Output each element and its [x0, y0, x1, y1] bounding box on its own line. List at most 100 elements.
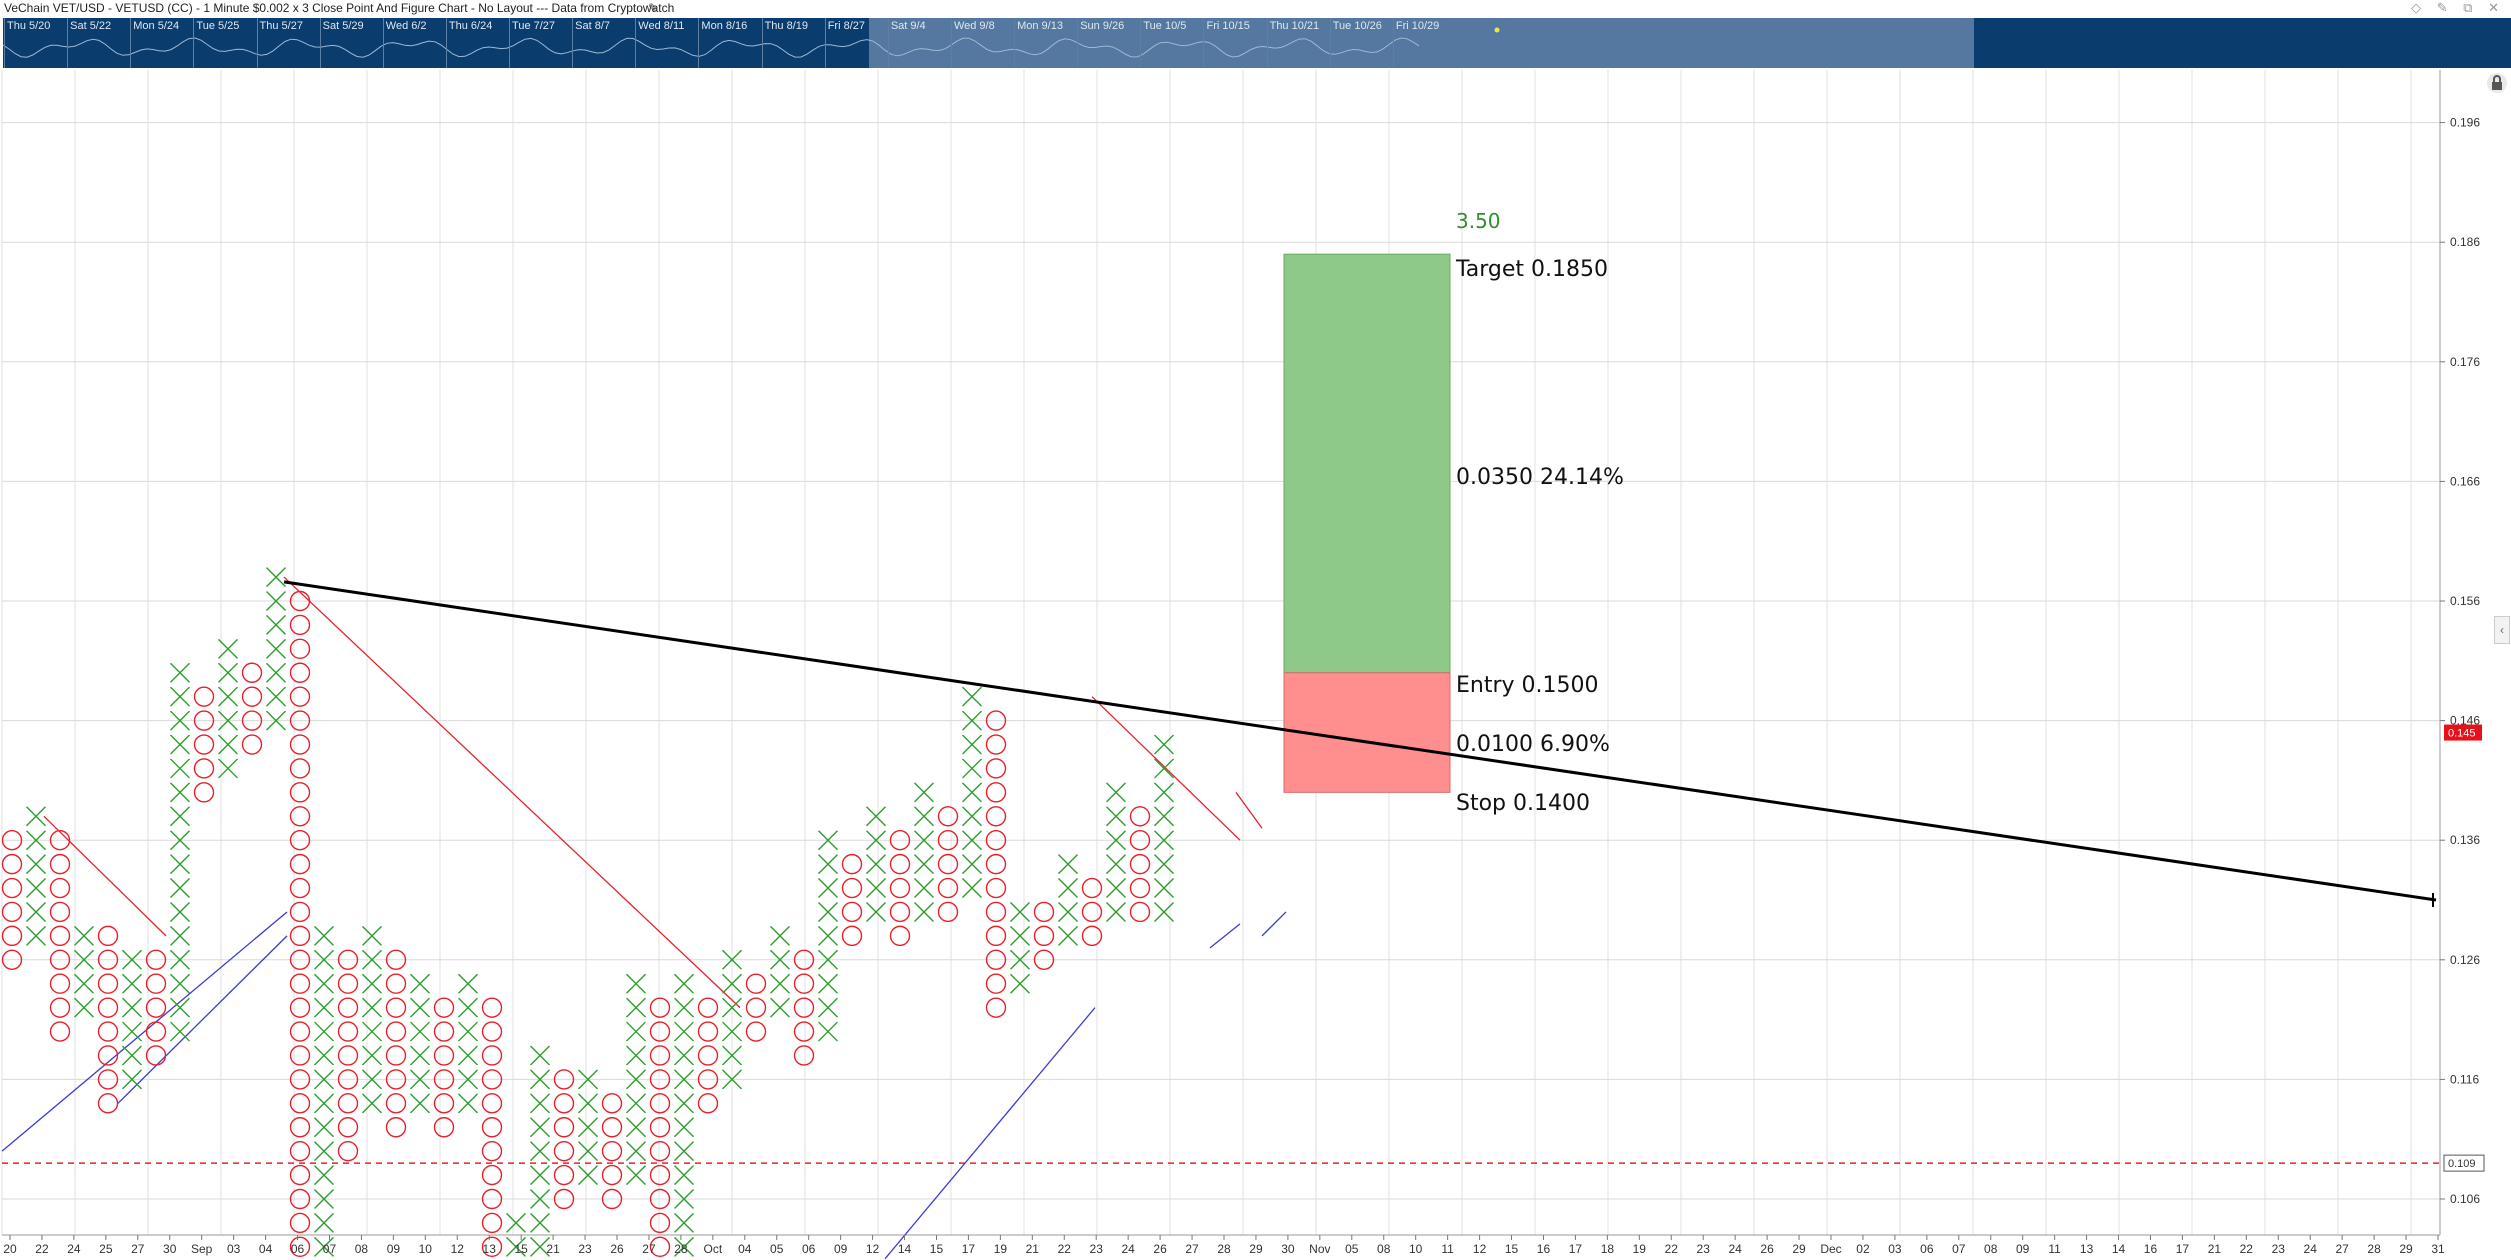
x-tick-label: 11: [2048, 1242, 2061, 1256]
x-mark: [962, 758, 982, 779]
navigator-separator: [319, 18, 321, 68]
x-tick-label: 06: [1920, 1242, 1934, 1256]
o-mark: [145, 1045, 167, 1066]
o-mark: [289, 1069, 311, 1090]
o-mark: [145, 973, 167, 994]
x-mark: [1106, 854, 1126, 875]
o-mark: [481, 1045, 503, 1066]
x-tick-label: 17: [2176, 1242, 2190, 1256]
x-mark: [170, 710, 190, 731]
x-column: [770, 925, 790, 1018]
x-tick-label: 20: [3, 1242, 17, 1256]
o-column: [49, 830, 71, 1042]
x-tick-label: Dec: [1820, 1242, 1841, 1256]
o-mark: [1, 877, 23, 899]
x-mark: [314, 973, 334, 994]
o-mark: [697, 1021, 719, 1042]
x-mark: [674, 1045, 694, 1066]
y-tick-label: 0.166: [2450, 474, 2480, 488]
x-tick-label: 06: [291, 1242, 305, 1256]
chevron-left-icon[interactable]: ‹: [2494, 616, 2510, 644]
o-column: [1, 830, 23, 970]
o-mark: [337, 997, 359, 1018]
x-mark: [314, 1141, 334, 1162]
time-navigator[interactable]: Thu 5/20 Sat 5/22 Mon 5/24 Tue 5/25 Thu 5/27…: [3, 18, 1974, 68]
o-mark: [649, 1093, 671, 1114]
x-mark: [530, 1093, 550, 1114]
o-mark: [649, 1140, 671, 1162]
x-tick-label: 15: [1505, 1242, 1519, 1256]
resistance-line: [1091, 696, 1241, 841]
pnf-marks: [1, 567, 1174, 1258]
o-mark: [1129, 877, 1151, 899]
o-mark: [289, 662, 311, 683]
y-tick-label: 0.196: [2450, 116, 2480, 130]
o-mark: [1033, 925, 1055, 947]
pencil-icon[interactable]: ✎: [648, 1, 659, 15]
o-mark: [289, 1021, 311, 1042]
o-mark: [289, 1188, 311, 1210]
o-mark: [793, 973, 815, 994]
target-label: Target 0.1850: [1455, 257, 1608, 282]
o-mark: [985, 830, 1007, 851]
x-mark: [170, 997, 190, 1018]
x-column: [506, 1212, 526, 1257]
navigator-date-label: Wed 9/8: [953, 20, 995, 32]
x-tick-label: 21: [1026, 1242, 1040, 1256]
x-mark: [962, 686, 982, 707]
x-mark: [266, 662, 286, 683]
navigator-date-label: Tue 7/27: [512, 20, 556, 32]
x-mark: [170, 878, 190, 899]
x-mark: [1106, 806, 1126, 827]
o-mark: [241, 686, 263, 707]
o-mark: [289, 758, 311, 779]
o-column: [601, 1093, 623, 1210]
navigator-separator: [4, 18, 5, 68]
x-tick-label: 27: [1185, 1242, 1199, 1256]
o-mark: [553, 1117, 575, 1138]
o-column: [97, 925, 119, 1114]
o-mark: [433, 1069, 455, 1090]
o-column: [697, 997, 719, 1114]
x-mark: [1154, 782, 1174, 803]
o-mark: [193, 758, 215, 779]
x-tick-label: 30: [1281, 1242, 1295, 1256]
x-tick-label: 10: [1409, 1242, 1423, 1256]
o-mark: [97, 1093, 119, 1114]
o-column: [289, 590, 311, 1258]
support-line: [884, 1007, 1096, 1260]
x-mark: [866, 878, 886, 899]
lock-icon[interactable]: [2486, 72, 2508, 94]
x-tick-label: 02: [1856, 1242, 1870, 1256]
x-mark: [770, 949, 790, 970]
x-mark: [1154, 830, 1174, 851]
navigator-visible-window[interactable]: [869, 18, 1974, 68]
resistance-line: [283, 576, 741, 1009]
x-mark: [530, 1045, 550, 1066]
o-mark: [601, 1188, 623, 1210]
o-mark: [193, 782, 215, 803]
x-mark: [530, 1069, 550, 1090]
o-mark: [289, 1045, 311, 1066]
x-mark: [530, 1117, 550, 1138]
x-tick-label: 04: [738, 1242, 752, 1256]
x-tick-label: 09: [834, 1242, 848, 1256]
x-mark: [314, 1045, 334, 1066]
x-mark: [410, 973, 430, 994]
x-mark: [266, 591, 286, 611]
x-mark: [626, 1021, 646, 1042]
x-tick-label: 15: [930, 1242, 944, 1256]
navigator-date-label: Thu 8/19: [764, 20, 808, 32]
x-tick-label: 29: [1792, 1242, 1806, 1256]
x-tick-label: 25: [99, 1242, 113, 1256]
o-mark: [985, 853, 1007, 875]
o-mark: [385, 997, 407, 1018]
o-mark: [337, 1093, 359, 1114]
x-mark: [74, 997, 94, 1018]
window-controls[interactable]: ◇ ✎ ⧉ ✕: [2411, 0, 2505, 15]
o-mark: [97, 973, 119, 994]
x-mark: [458, 1093, 478, 1114]
o-mark: [649, 1045, 671, 1066]
x-mark: [674, 1189, 694, 1209]
